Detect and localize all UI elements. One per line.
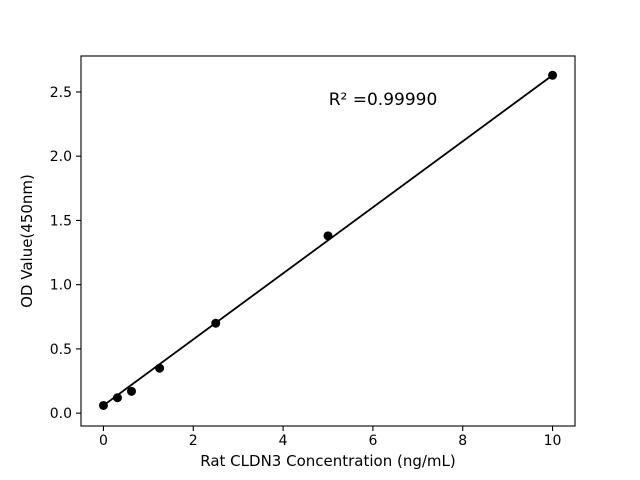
x-tick-label: 0 [99, 433, 108, 449]
y-tick-label: 2.5 [50, 85, 72, 101]
x-tick-label: 8 [458, 433, 467, 449]
x-tick-label: 4 [279, 433, 288, 449]
plot-frame [80, 55, 576, 427]
data-point [211, 318, 221, 328]
y-tick-label: 1.0 [50, 278, 72, 294]
y-tick-label: 0.5 [50, 342, 72, 358]
x-axis-label: Rat CLDN3 Concentration (ng/mL) [200, 452, 455, 470]
data-point [112, 393, 122, 403]
data-point [548, 70, 558, 80]
data-point [323, 231, 333, 241]
x-tick-label: 6 [368, 433, 377, 449]
y-tick-label: 1.5 [50, 213, 72, 229]
data-point [98, 400, 108, 410]
x-tick-label: 2 [189, 433, 198, 449]
y-axis-label: OD Value(450nm) [18, 174, 36, 308]
y-tick-label: 2.0 [50, 149, 72, 165]
x-tick-label: 10 [544, 433, 562, 449]
y-tick-label: 0.0 [50, 406, 72, 422]
data-point [155, 363, 165, 373]
r-squared-annotation: R² =0.99990 [329, 90, 438, 110]
data-point [127, 386, 137, 396]
